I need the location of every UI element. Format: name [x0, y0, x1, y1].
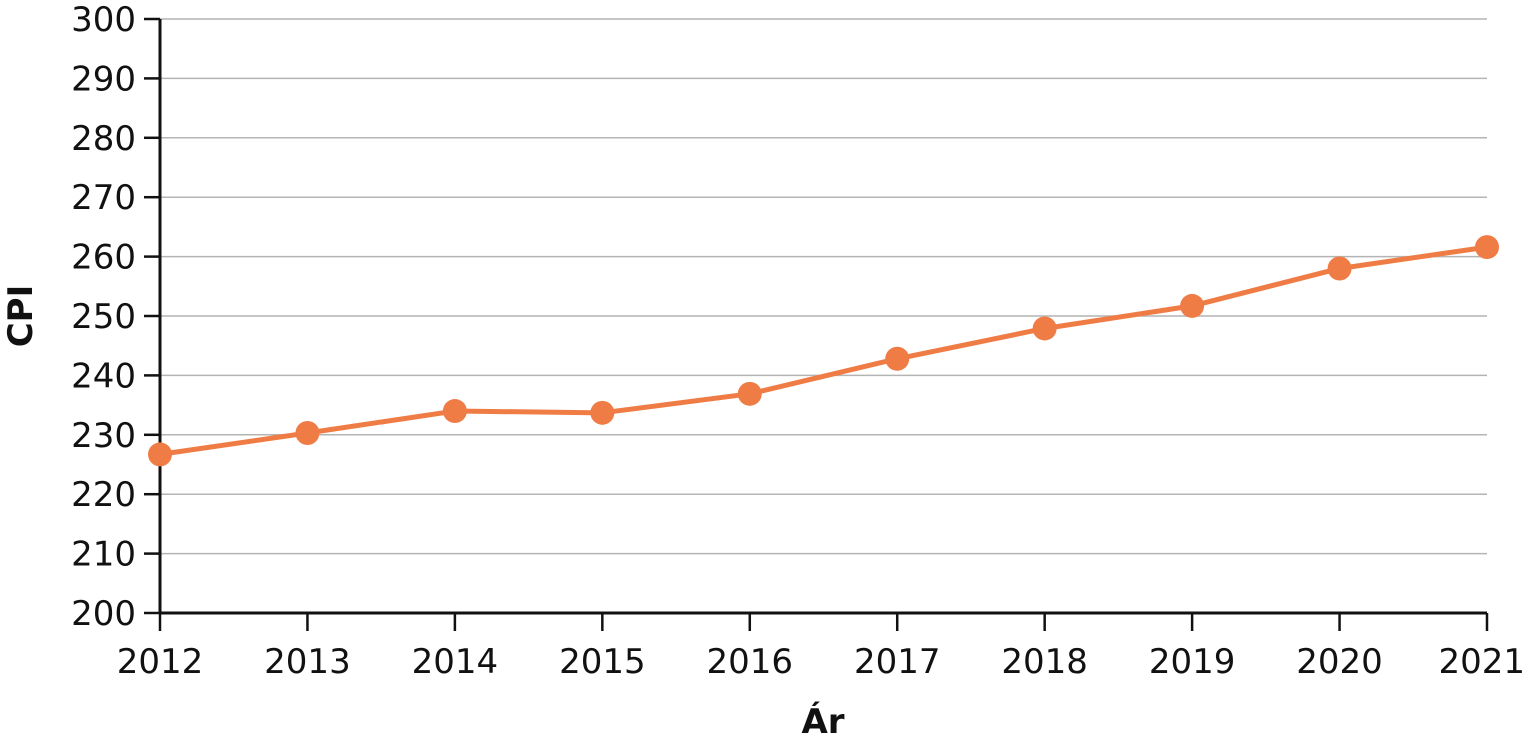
- data-point: [148, 442, 172, 467]
- data-point: [442, 399, 467, 424]
- x-axis-title: Ár: [801, 701, 844, 742]
- y-tick-label: 210: [71, 535, 136, 575]
- y-tick-label: 220: [71, 475, 136, 515]
- data-point: [1327, 256, 1352, 281]
- x-tick-label: 2015: [559, 642, 646, 682]
- x-tick-label: 2018: [1001, 642, 1088, 682]
- data-point: [1475, 235, 1499, 260]
- x-tick-labels: 2012 2013 2014 2015 2016 2017 2018 2019 2020 2021: [117, 642, 1525, 682]
- y-axis-title: CPI: [1, 285, 41, 348]
- x-tick-label: 2020: [1296, 642, 1383, 682]
- data-point: [885, 346, 910, 371]
- x-tick-label: 2019: [1149, 642, 1236, 682]
- x-tick-label: 2017: [854, 642, 941, 682]
- y-tick-label: 290: [71, 59, 136, 99]
- gridlines: [160, 18, 1487, 555]
- x-tick-label: 2013: [264, 642, 351, 682]
- y-tick-label: 260: [71, 238, 136, 278]
- x-tick-label: 2021: [1438, 642, 1525, 682]
- axes: [144, 17, 1489, 631]
- series-line: [157, 244, 1490, 457]
- y-tick-label: 300: [71, 0, 136, 40]
- y-tick-label: 230: [71, 416, 136, 456]
- x-tick-label: 2016: [707, 642, 794, 682]
- data-point: [737, 381, 762, 406]
- y-tick-labels: 200 210 220 230 240 250 260 270 280 290 300: [71, 0, 136, 634]
- data-point: [295, 421, 320, 446]
- data-point: [590, 400, 615, 425]
- x-tick-label: 2012: [117, 642, 204, 682]
- data-point: [1032, 316, 1057, 341]
- y-tick-label: 270: [71, 178, 136, 218]
- y-tick-label: 250: [71, 297, 136, 337]
- y-tick-label: 240: [71, 356, 136, 396]
- series-cpi: [148, 235, 1499, 467]
- y-tick-label: 200: [71, 594, 136, 634]
- data-point: [1180, 293, 1205, 318]
- y-tick-label: 280: [71, 119, 136, 159]
- x-tick-label: 2014: [412, 642, 499, 682]
